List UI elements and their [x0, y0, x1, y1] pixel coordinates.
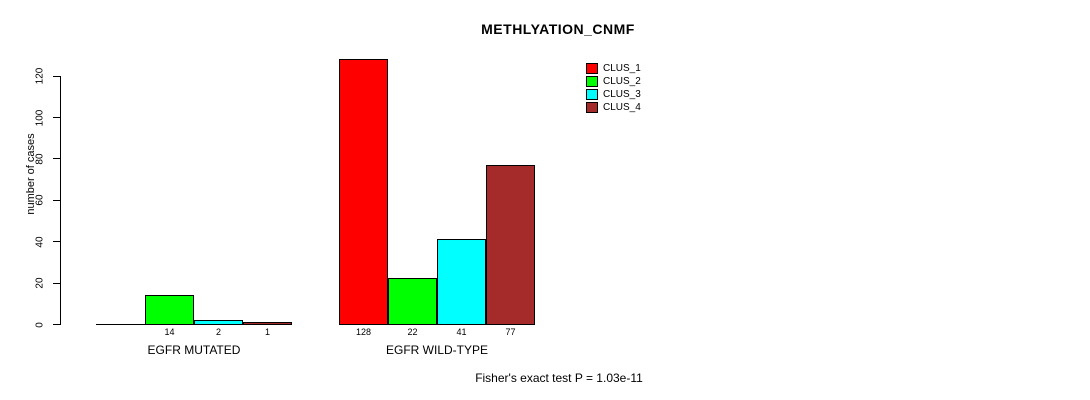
- legend-label-clus-2: CLUS_2: [603, 76, 641, 87]
- bar-clus_3-group2: [437, 239, 486, 325]
- y-axis-label: number of cases: [25, 133, 37, 215]
- bar-value-label: 22: [407, 327, 418, 337]
- y-tick-mark: [53, 282, 60, 284]
- y-axis-line: [60, 75, 61, 325]
- y-tick-label: 100: [34, 109, 46, 126]
- y-tick-label: 60: [34, 194, 46, 206]
- legend-item-clus-1: CLUS_1: [586, 62, 641, 75]
- bar-value-label: 77: [505, 327, 516, 337]
- y-tick-label: 40: [34, 236, 46, 248]
- category-label-egfr-mutated: EGFR MUTATED: [147, 343, 241, 357]
- bar-value-label: 128: [355, 327, 372, 337]
- y-tick-mark: [53, 117, 60, 118]
- y-tick-mark: [53, 158, 60, 160]
- legend-label-clus-4: CLUS_4: [603, 102, 641, 113]
- bar-value-label: 41: [456, 327, 467, 337]
- legend-swatch-clus-2-icon: [586, 76, 598, 87]
- bar-clus_2-group2: [388, 278, 437, 325]
- y-tick-mark: [53, 324, 60, 325]
- bar-clus_1-group2: [339, 59, 388, 325]
- legend-swatch-clus-3-icon: [586, 89, 598, 100]
- legend-item-clus-4: CLUS_4: [586, 101, 641, 114]
- legend-swatch-clus-4-icon: [586, 102, 598, 113]
- bar-clus_3-group1: [194, 320, 243, 325]
- y-tick-mark: [53, 75, 60, 77]
- y-tick-label: 0: [34, 321, 46, 328]
- legend-swatch-clus-1-icon: [586, 63, 598, 74]
- legend-label-clus-3: CLUS_3: [603, 89, 641, 100]
- chart-title: METHLYATION_CNMF: [481, 21, 635, 37]
- y-tick-label: 20: [34, 277, 46, 289]
- category-label-egfr-wild-type: EGFR WILD-TYPE: [385, 343, 488, 357]
- bar-value-label: 2: [215, 327, 221, 337]
- y-tick-mark: [53, 241, 60, 243]
- y-tick-mark: [53, 199, 60, 201]
- bar-clus_4-group1: [243, 322, 292, 325]
- stat-test-note: Fisher's exact test P = 1.03e-11: [475, 371, 643, 385]
- bar-clus_2-group1: [145, 295, 194, 325]
- legend-item-clus-3: CLUS_3: [586, 88, 641, 101]
- bar-value-label: 14: [164, 327, 175, 337]
- bar-value-label: 1: [264, 327, 270, 337]
- legend-label-clus-1: CLUS_1: [603, 63, 641, 74]
- legend: CLUS_1 CLUS_2 CLUS_3 CLUS_4: [586, 62, 641, 114]
- legend-item-clus-2: CLUS_2: [586, 75, 641, 88]
- bar-clus_4-group2: [486, 165, 535, 325]
- y-tick-label: 80: [34, 153, 46, 165]
- y-tick-label: 120: [34, 67, 46, 85]
